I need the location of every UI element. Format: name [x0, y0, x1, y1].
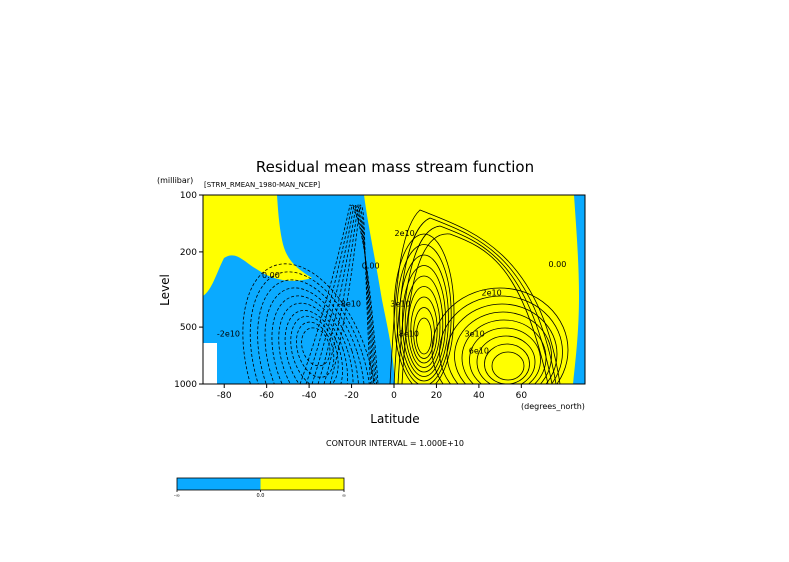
y-tick-label: 500: [180, 323, 197, 333]
y-axis-label: Level: [158, 274, 172, 306]
contour-label: 2e10: [395, 229, 415, 238]
positive-contour: [401, 265, 446, 377]
x-tick-label: -60: [259, 391, 274, 401]
contour-interval-text: CONTOUR INTERVAL = 1.000E+10: [326, 439, 464, 448]
positive-contour: [407, 286, 441, 368]
no-data-corner: [203, 343, 217, 384]
x-tick-label: -40: [302, 391, 317, 401]
x-tick-label: -80: [217, 391, 232, 401]
x-tick-label: 0: [391, 391, 397, 401]
x-axis-ticks: -80 -60 -40 -20 0 20 40 60: [217, 384, 527, 401]
positive-contour: [476, 335, 536, 384]
negative-contour: [329, 204, 371, 384]
x-units: (degrees_north): [521, 402, 585, 411]
colorbar-tick-label: 0.0: [257, 493, 265, 499]
x-tick-label: -20: [344, 391, 359, 401]
positive-contour: [401, 233, 549, 384]
positive-contour: [439, 295, 563, 384]
negative-contour: [257, 279, 366, 384]
chart-subtitle: [STRM_RMEAN_1980-MAN_NCEP]: [204, 181, 320, 189]
positive-contour: [389, 209, 561, 384]
negative-contour: [278, 302, 348, 384]
y-tick-label: 1000: [174, 380, 197, 390]
positive-contour: [399, 254, 449, 382]
negative-contour: [299, 204, 379, 384]
positive-contour: [431, 287, 569, 384]
positive-contour: [404, 275, 444, 373]
contour-labels: 0.00 -2e10 -8e10 0.00 2e10 3e10 8e10 2e10 3e10 6e…: [217, 229, 566, 355]
contour-label: 0.00: [549, 260, 567, 269]
x-axis-label: Latitude: [370, 412, 419, 426]
positive-contour: [410, 296, 438, 364]
x-tick-label: 60: [516, 391, 528, 401]
negative-contour: [296, 321, 335, 378]
positive-contour: [469, 327, 541, 384]
positive-contour: [393, 217, 557, 384]
y-axis-ticks: 100 200 500 1000: [174, 191, 203, 390]
negative-contour: [311, 204, 376, 384]
negative-region-north: [573, 195, 585, 384]
chart-title: Residual mean mass stream function: [256, 158, 534, 176]
y-tick-label: 200: [180, 248, 197, 258]
colorbar: -∞ 0.0 ∞: [174, 477, 346, 499]
x-tick-label: 40: [473, 391, 485, 401]
negative-contour: [271, 295, 354, 384]
colorbar-tick-label: -∞: [174, 493, 180, 499]
positive-contour: [454, 311, 552, 384]
negative-contour: [305, 204, 377, 384]
positive-contour: [396, 244, 452, 384]
negative-contour: [290, 315, 339, 384]
contour-label: -2e10: [217, 329, 240, 338]
y-tick-label: 100: [180, 191, 197, 201]
y-units: (millibar): [157, 176, 193, 185]
x-tick-label: 20: [431, 391, 443, 401]
contour-lines: [242, 204, 569, 384]
negative-contour: [264, 287, 360, 384]
colorbar-tick-label: ∞: [342, 493, 346, 499]
negative-contour: [317, 204, 374, 384]
contour-label: 0.00: [362, 262, 380, 271]
contour-label: 3e10: [465, 329, 485, 338]
negative-contour: [242, 263, 378, 384]
negative-contour: [301, 327, 331, 367]
contour-label: 6e10: [469, 347, 489, 356]
contour-label: 8e10: [399, 329, 419, 338]
plot-area: [203, 195, 585, 384]
colorbar-segment: [177, 478, 261, 490]
contour-label: -8e10: [338, 300, 361, 309]
positive-contour: [393, 233, 455, 384]
positive-contour: [491, 351, 525, 381]
contour-label: 0.00: [262, 271, 280, 280]
negative-contour: [249, 271, 372, 384]
positive-contour: [415, 317, 432, 355]
positive-contour: [446, 303, 558, 384]
colorbar-segment: [260, 478, 344, 490]
contour-label: 3e10: [390, 300, 410, 309]
positive-contour: [397, 225, 553, 384]
positive-contour: [484, 343, 530, 384]
negative-contour: [323, 204, 373, 384]
contour-label: 2e10: [482, 288, 502, 297]
